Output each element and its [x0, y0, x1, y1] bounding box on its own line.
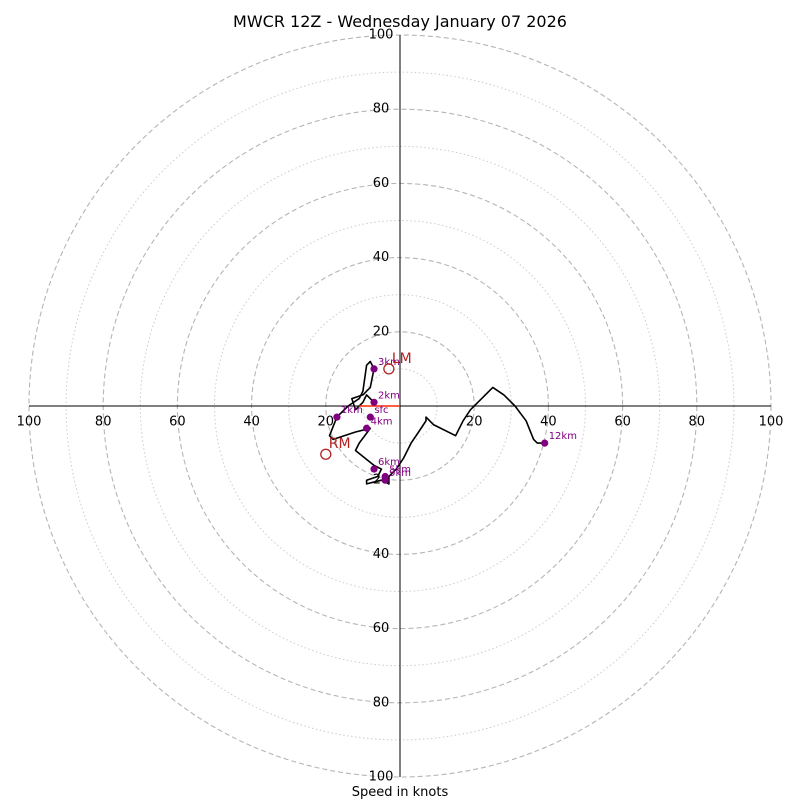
tick-label-bottom: 100 — [369, 770, 394, 785]
height-marker-label: 4km — [371, 416, 393, 427]
tick-label-top: 20 — [373, 324, 390, 339]
height-marker-label: 1km — [341, 405, 363, 416]
tick-label-top: 100 — [369, 28, 394, 43]
wind-profile — [328, 360, 545, 485]
height-marker-dot — [370, 398, 378, 406]
tick-label-right: 20 — [466, 415, 483, 430]
chart-title: MWCR 12Z - Wednesday January 07 2026 — [233, 12, 567, 31]
height-marker-dot — [541, 439, 549, 447]
tick-label-left: 40 — [243, 415, 260, 430]
tick-label-left: 60 — [169, 415, 186, 430]
tick-label-left: 80 — [95, 415, 112, 430]
height-marker-dot — [333, 413, 341, 421]
height-marker-label: 3km — [378, 357, 400, 368]
height-marker-dot — [381, 476, 389, 484]
tick-label-top: 80 — [373, 102, 390, 117]
tick-label-right: 80 — [689, 415, 706, 430]
height-marker-dot — [366, 413, 374, 421]
storm-motion-label: RM — [329, 436, 351, 452]
tick-label-bottom: 40 — [373, 547, 390, 562]
hodograph-trace — [328, 360, 545, 485]
tick-label-bottom: 80 — [373, 695, 390, 710]
tick-label-left: 20 — [318, 415, 335, 430]
tick-label-right: 40 — [540, 415, 557, 430]
storm-motion-circle — [320, 448, 332, 460]
tick-label-bottom: 60 — [373, 621, 390, 636]
tick-label-top: 60 — [373, 176, 390, 191]
height-marker-label: 6km — [378, 457, 400, 468]
height-marker-label: 5km — [389, 464, 411, 475]
tick-label-top: 40 — [373, 250, 390, 265]
storm-motion-label: LM — [392, 351, 412, 367]
height-marker-label: sfc — [374, 405, 388, 416]
height-marker-label: 9km — [389, 468, 411, 479]
height-marker-label: 12km — [549, 431, 577, 442]
height-marker-dot — [370, 465, 378, 473]
tick-label-right: 60 — [614, 415, 631, 430]
tick-label-left: 100 — [17, 415, 42, 430]
tick-label-right: 100 — [759, 415, 784, 430]
storm-motion-circle — [383, 363, 395, 375]
height-marker-dot — [370, 365, 378, 373]
height-marker-dot — [363, 424, 371, 432]
height-marker-label: 2km — [378, 390, 400, 401]
tick-labels: 100 80 60 40 20 20 40 60 80 100204060801002040608… — [17, 28, 784, 785]
storm-motion-markers: LM RM — [320, 351, 412, 460]
x-axis-label: Speed in knots — [352, 785, 449, 800]
